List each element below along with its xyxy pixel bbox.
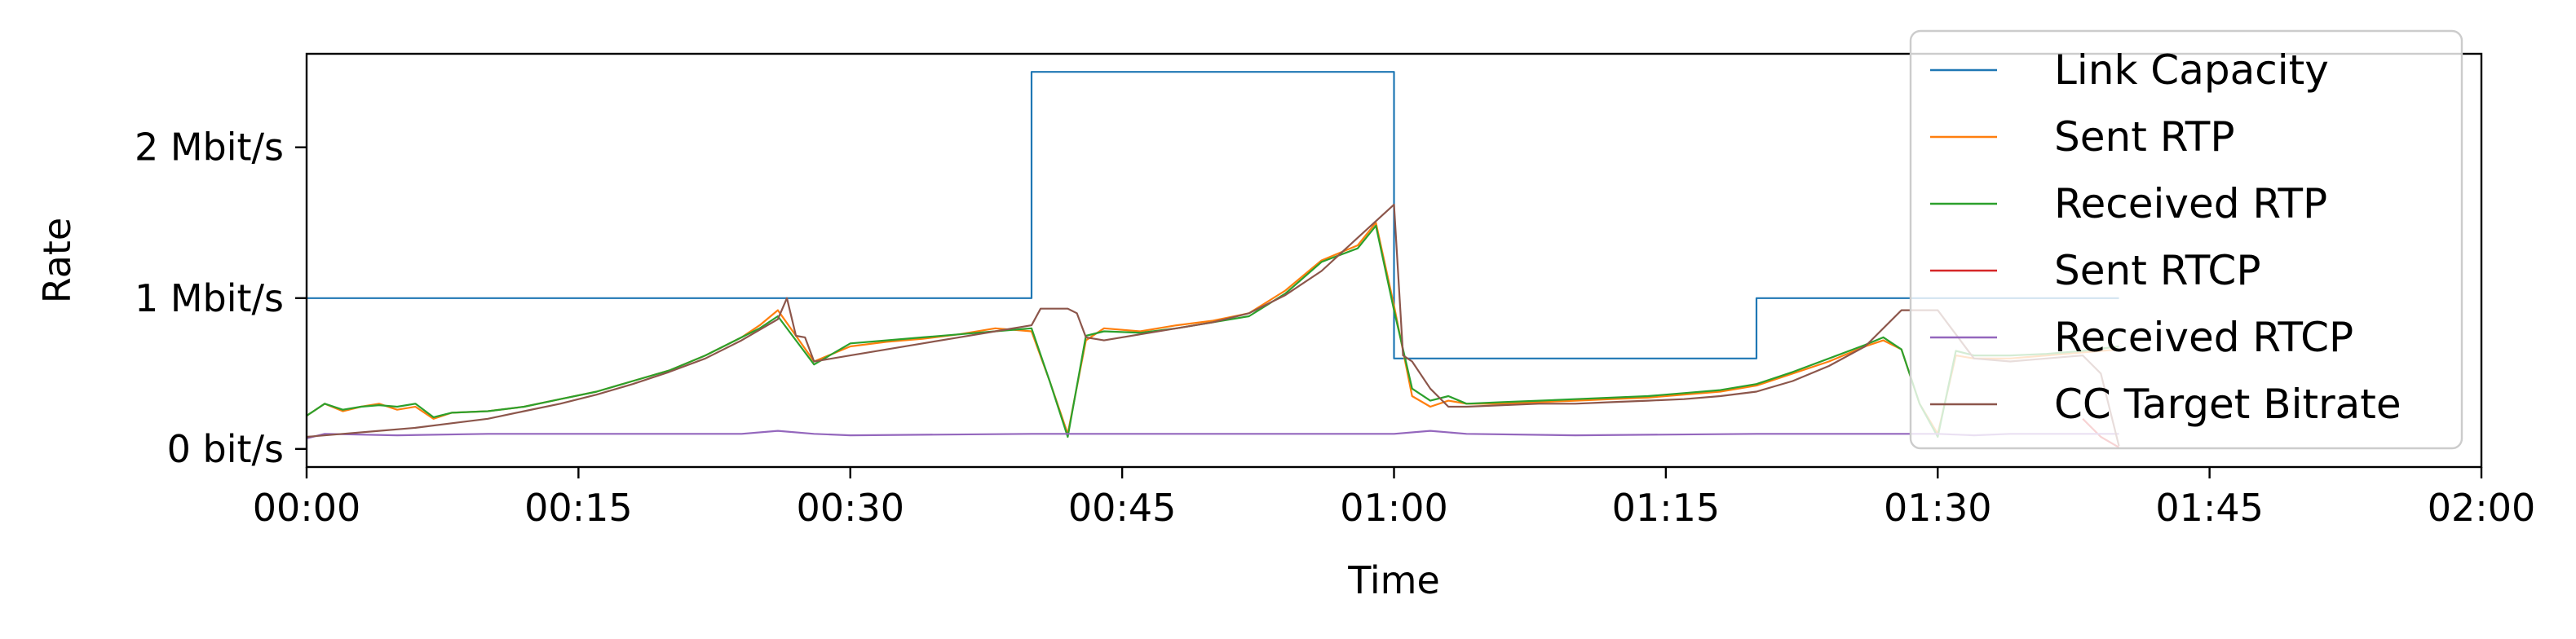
x-tick-label: 01:30 [1884,486,1992,530]
x-tick-label: 00:45 [1068,486,1177,530]
series-line-2 [306,224,2119,438]
x-axis-title: Time [1347,558,1440,602]
series-line-1 [306,222,2119,435]
axis-ticks: 00:00 00:15 00:30 00:45 01:00 01:15 01:30 01:45… [135,126,2535,530]
legend-label: Received RTCP [2054,314,2353,361]
series-line-0 [307,71,2119,359]
y-tick-label: 0 bit/s [167,427,284,471]
legend-label: Received RTP [2054,180,2327,227]
x-tick-label: 00:00 [253,486,361,530]
x-tick-label: 01:00 [1340,486,1448,530]
legend-label: Sent RTCP [2054,247,2260,294]
x-tick-label: 00:30 [796,486,904,530]
x-tick-label: 00:15 [524,486,633,530]
series-line-4 [306,430,2119,439]
x-tick-label: 01:45 [2155,486,2264,530]
legend-box [1909,29,2463,450]
y-tick-label: 2 Mbit/s [135,126,284,170]
legend-label: CC Target Bitrate [2054,381,2401,428]
legend: Link Capacity Sent RTP Received RTP Sent RT… [1909,29,2463,450]
series-lines [306,71,2120,448]
legend-label: Sent RTP [2054,113,2234,161]
series-line-5 [306,203,2120,447]
x-tick-label: 02:00 [2428,486,2536,530]
y-axis-title: Rate [35,218,79,303]
legend-label: Link Capacity [2054,46,2329,94]
x-tick-label: 01:15 [1612,486,1721,530]
y-tick-label: 1 Mbit/s [135,276,284,320]
